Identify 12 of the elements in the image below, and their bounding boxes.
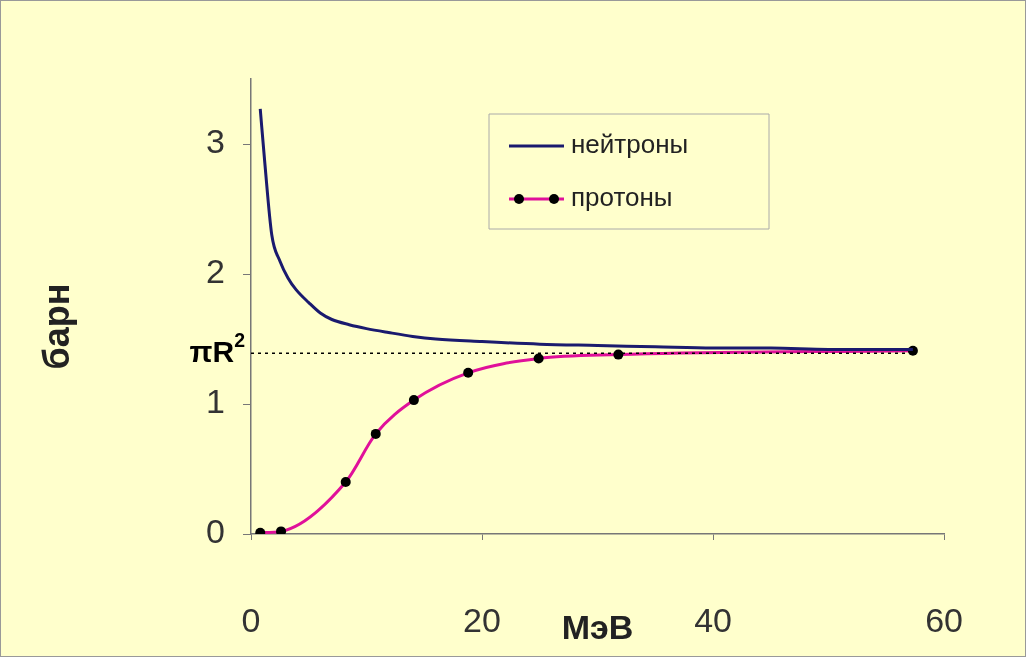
y-tick-label: 1: [206, 382, 225, 421]
y-tick-label: 0: [206, 512, 225, 551]
legend-label: нейтроны: [571, 129, 689, 160]
y-tick-label: 3: [206, 122, 225, 161]
legend-label: протоны: [571, 182, 673, 213]
x-tick-label: 20: [463, 600, 501, 639]
x-tick-label: 40: [694, 600, 732, 639]
x-tick-label: 60: [925, 600, 963, 639]
y-tick-label: 2: [206, 252, 225, 291]
y-axis-title: барн: [35, 283, 77, 370]
x-tick-label: 0: [241, 600, 261, 639]
x-axis-title: МэВ: [561, 608, 634, 647]
